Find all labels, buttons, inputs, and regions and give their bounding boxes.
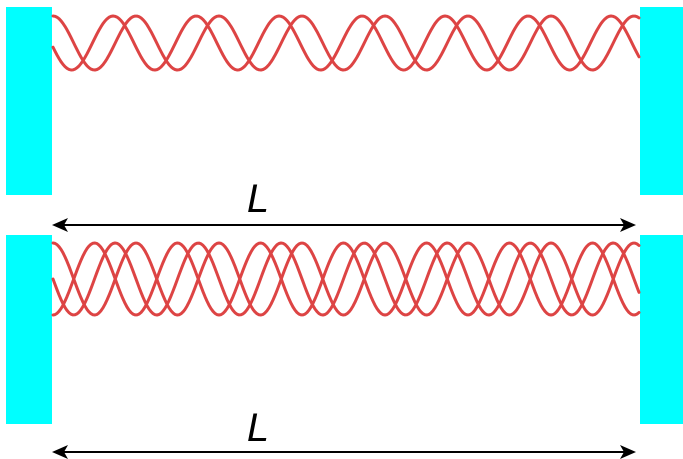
- left-mirror-1: [6, 7, 52, 195]
- wave-group-2: [51, 241, 641, 317]
- left-mirror-2: [6, 235, 52, 424]
- length-dimension-1: L: [52, 177, 636, 232]
- wave-1-1: [51, 14, 641, 72]
- length-label-1: L: [247, 177, 269, 221]
- right-mirror-1: [640, 7, 683, 195]
- cavity-panel-2: L: [6, 235, 683, 459]
- wave-1-2: [51, 14, 641, 72]
- arrowhead-left-2: [52, 445, 68, 459]
- arrowhead-right-2: [620, 445, 636, 459]
- wave-2-3: [51, 241, 641, 317]
- wave-2-2: [51, 241, 641, 317]
- right-mirror-2: [640, 235, 683, 424]
- arrowhead-right-1: [620, 218, 636, 232]
- length-label-2: L: [247, 406, 269, 450]
- length-dimension-2: L: [52, 406, 636, 459]
- arrowhead-left-1: [52, 218, 68, 232]
- cavity-panel-1: L: [6, 7, 683, 232]
- wave-group-1: [51, 14, 641, 72]
